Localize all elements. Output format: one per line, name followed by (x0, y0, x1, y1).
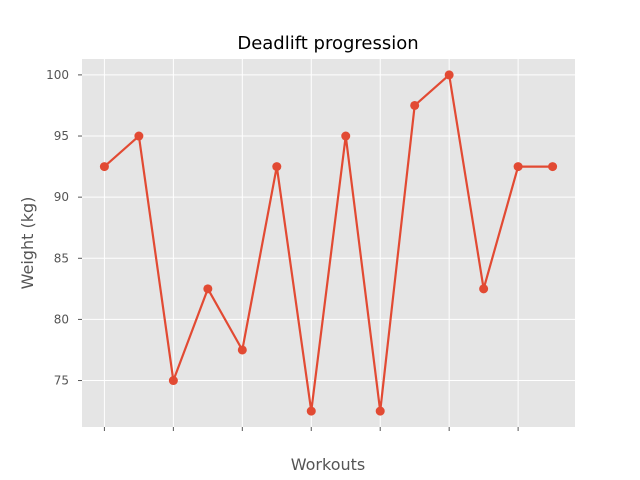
data-point (134, 131, 144, 141)
data-point (375, 406, 385, 416)
data-point (203, 284, 213, 294)
y-tick-label: 85 (54, 251, 69, 265)
x-axis-ticks (103, 427, 519, 431)
data-point (444, 70, 454, 80)
y-axis-label: Weight (kg) (18, 197, 37, 290)
chart-title: Deadlift progression (237, 33, 418, 54)
data-point (410, 100, 420, 110)
data-point (341, 131, 351, 141)
data-point (99, 162, 109, 172)
data-point (479, 284, 489, 294)
data-point (513, 162, 523, 172)
data-point (272, 162, 282, 172)
y-axis-ticks: 75 80 85 90 95 100 (46, 68, 82, 388)
y-tick-label: 100 (46, 68, 69, 82)
y-tick-label: 80 (54, 312, 69, 326)
plot-area (82, 59, 575, 427)
x-axis-label: Workouts (291, 455, 365, 474)
data-point (306, 406, 316, 416)
series-line (103, 73, 553, 413)
y-tick-label: 90 (54, 190, 69, 204)
data-point (237, 345, 247, 355)
y-tick-label: 95 (54, 129, 69, 143)
data-point (168, 376, 178, 386)
y-tick-label: 75 (54, 374, 69, 388)
data-point (548, 162, 558, 172)
series-layer (99, 70, 558, 416)
